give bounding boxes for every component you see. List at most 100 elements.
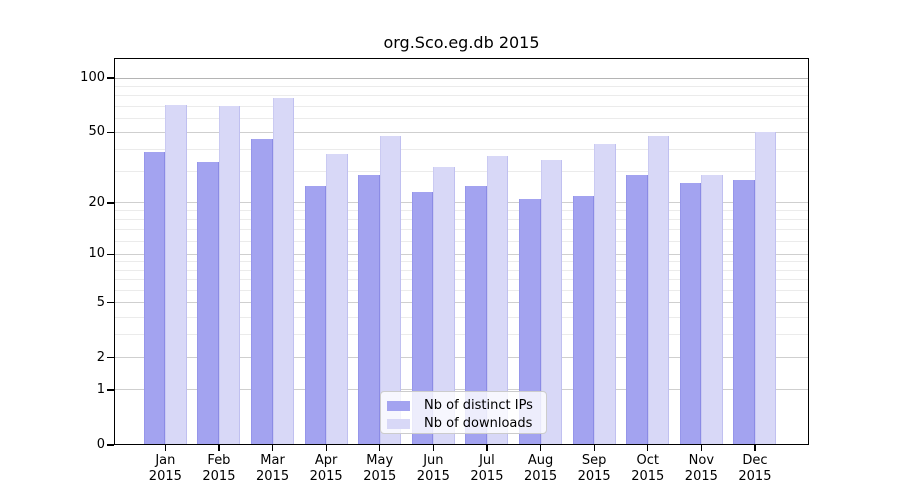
x-tick-label-dec: Dec 2015: [725, 453, 785, 486]
y-tick-mark-50: [107, 131, 114, 133]
bar-downloads-mar: [272, 97, 295, 445]
legend-label-downloads: Nb of downloads: [424, 415, 533, 431]
x-tick-year: 2015: [309, 469, 343, 484]
gridline-minor-60: [114, 117, 809, 119]
x-tick-mark-jun: [432, 445, 434, 451]
gridline-minor-6: [114, 289, 809, 291]
legend-item-distinct-ips: Nb of distinct IPs: [387, 397, 546, 414]
bar-distinct-ips-aug: [519, 199, 541, 445]
x-tick-month: Apr: [314, 452, 338, 468]
bar-downloads-dec: [754, 132, 777, 445]
x-tick-mark-apr: [325, 445, 327, 451]
y-tick-mark-0: [107, 444, 114, 446]
x-tick-label-sep: Sep 2015: [564, 453, 624, 486]
bar-distinct-ips-feb: [197, 162, 219, 445]
x-tick-label-apr: Apr 2015: [296, 453, 356, 486]
bar-downloads-apr: [326, 153, 348, 445]
x-tick-mark-dec: [754, 445, 756, 451]
gridline-minor-18: [114, 210, 809, 212]
bar-distinct-ips-jul: [465, 185, 487, 445]
bar-distinct-ips-apr: [304, 185, 327, 445]
y-tick-mark-100: [107, 77, 114, 79]
x-tick-mark-aug: [539, 445, 542, 451]
legend-swatch-distinct-ips: [387, 400, 410, 411]
gridline-minor-14: [114, 229, 809, 231]
x-tick-label-feb: Feb 2015: [189, 453, 249, 486]
x-tick-mark-jan: [164, 445, 166, 451]
x-tick-mark-sep: [593, 445, 595, 451]
gridline-minor-8: [114, 269, 809, 271]
x-tick-label-aug: Aug 2015: [511, 453, 571, 486]
x-tick-month: Jul: [479, 452, 495, 468]
x-tick-label-oct: Oct 2015: [618, 453, 678, 486]
gridline-minor-16: [114, 219, 809, 221]
bar-distinct-ips-nov: [679, 182, 702, 445]
x-tick-year: 2015: [256, 469, 290, 484]
y-tick-mark-2: [107, 356, 114, 359]
bar-distinct-ips-dec: [733, 180, 755, 445]
bar-downloads-jul: [486, 155, 509, 445]
x-tick-year: 2015: [631, 469, 665, 484]
gridline-minor-3: [114, 334, 809, 336]
x-tick-mark-may: [379, 445, 381, 451]
x-tick-mark-oct: [647, 445, 649, 451]
gridline-minor-90: [114, 85, 809, 87]
legend: Nb of distinct IPs Nb of downloads: [380, 391, 547, 434]
y-tick-label-50: 50: [88, 124, 105, 140]
x-tick-month: Aug: [527, 452, 554, 468]
bar-downloads-feb: [218, 106, 241, 445]
bar-distinct-ips-jan: [143, 151, 166, 445]
x-tick-label-jul: Jul 2015: [457, 453, 517, 486]
gridline-minor-7: [114, 279, 809, 281]
y-tick-mark-10: [107, 253, 114, 255]
x-tick-year: 2015: [416, 469, 450, 484]
y-tick-mark-5: [107, 301, 114, 304]
x-tick-month: May: [366, 452, 394, 468]
x-tick-year: 2015: [363, 469, 397, 484]
gridline-major-5: [114, 302, 809, 304]
y-tick-label-0: 0: [96, 437, 105, 452]
x-tick-month: Mar: [260, 452, 285, 468]
bar-distinct-ips-jun: [411, 192, 434, 445]
y-tick-label-10: 10: [88, 246, 105, 262]
gridline-major-1: [114, 389, 809, 391]
gridline-major-20: [114, 202, 809, 204]
bar-distinct-ips-sep: [572, 195, 595, 445]
x-tick-year: 2015: [577, 469, 611, 484]
x-tick-label-may: May 2015: [350, 453, 410, 486]
legend-label-distinct-ips: Nb of distinct IPs: [424, 397, 533, 413]
x-tick-month: Jun: [423, 452, 444, 468]
y-tick-mark-1: [107, 389, 114, 391]
gridline-major-2: [114, 357, 809, 359]
bar-downloads-jan: [165, 104, 187, 445]
x-tick-year: 2015: [684, 469, 718, 484]
x-tick-month: Jan: [155, 452, 176, 468]
x-tick-month: Oct: [636, 452, 659, 468]
plot-area: [114, 58, 809, 445]
x-tick-mark-feb: [218, 445, 220, 451]
bar-downloads-jun: [433, 166, 455, 445]
gridline-minor-12: [114, 240, 809, 242]
x-tick-mark-mar: [271, 445, 274, 451]
gridline-minor-70: [114, 105, 809, 107]
x-tick-mark-nov: [700, 445, 702, 451]
y-tick-label-1: 1: [96, 381, 105, 397]
x-tick-label-jan: Jan 2015: [135, 453, 195, 486]
y-tick-label-2: 2: [96, 349, 105, 365]
x-tick-mark-jul: [486, 445, 488, 451]
x-tick-label-nov: Nov 2015: [671, 453, 731, 486]
x-tick-year: 2015: [470, 469, 504, 484]
bar-downloads-sep: [594, 144, 616, 445]
gridline-minor-4: [114, 316, 809, 318]
gridline-minor-80: [114, 95, 809, 97]
bar-distinct-ips-oct: [626, 174, 648, 445]
x-tick-month: Feb: [207, 452, 231, 468]
x-tick-year: 2015: [148, 469, 182, 484]
x-tick-year: 2015: [738, 469, 772, 484]
gridline-minor-40: [114, 149, 809, 151]
gridline-major-100: [114, 77, 809, 79]
bar-distinct-ips-mar: [251, 138, 273, 445]
gridline-minor-9: [114, 261, 809, 263]
chart-title: org.Sco.eg.db 2015: [383, 33, 540, 52]
